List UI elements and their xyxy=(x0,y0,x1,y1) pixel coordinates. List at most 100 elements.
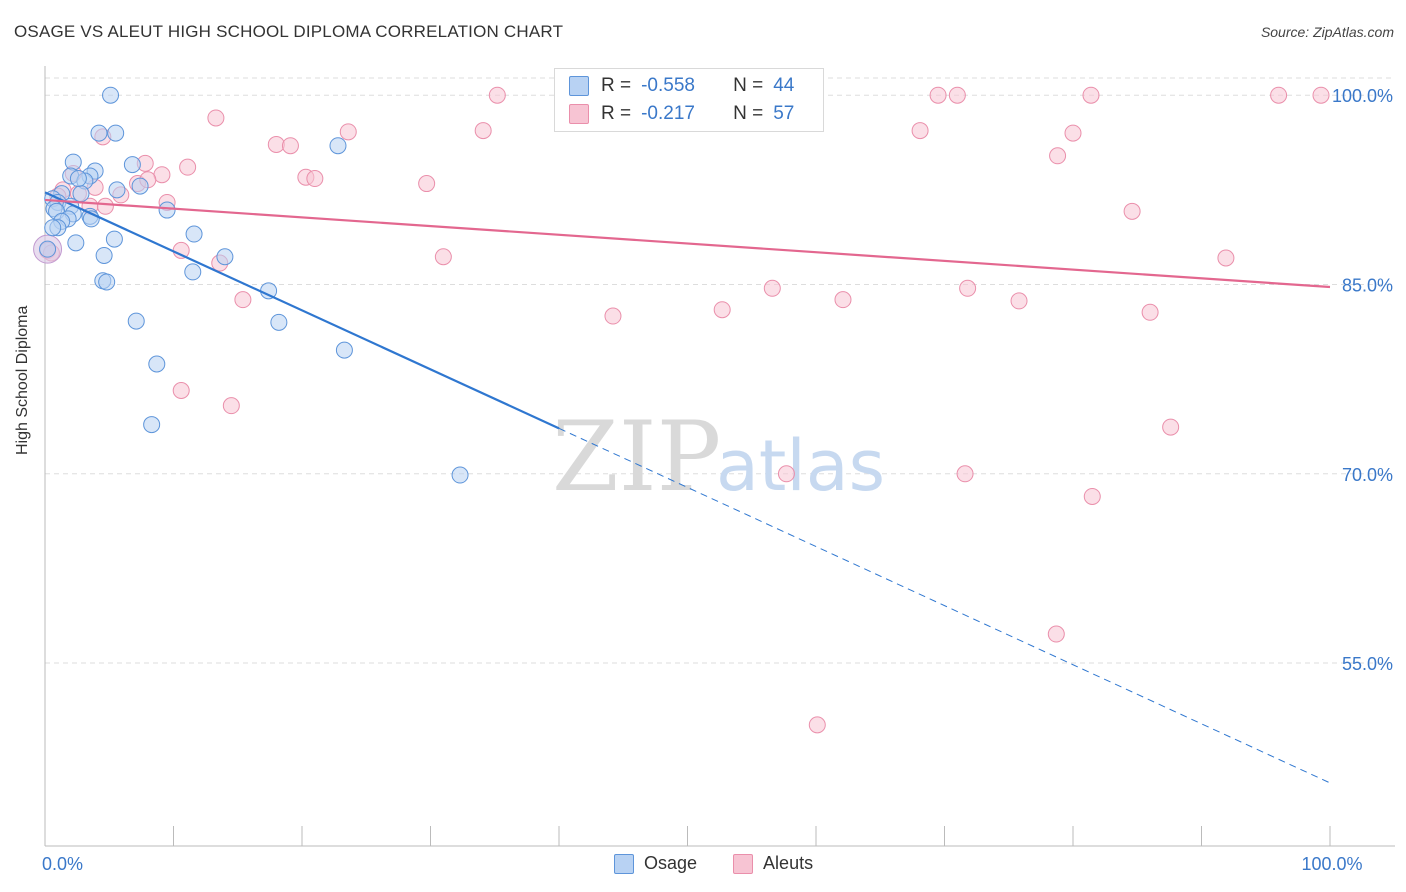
aleuts-point xyxy=(1162,418,1180,436)
source-credit: Source: ZipAtlas.com xyxy=(1260,24,1394,40)
aleuts-point xyxy=(306,170,324,188)
stats-row-osage: R = -0.558 N = 44 xyxy=(569,73,794,99)
osage-legend-label: Osage xyxy=(644,853,698,873)
aleuts-legend-label: Aleuts xyxy=(763,853,814,873)
aleuts-point xyxy=(474,122,492,140)
watermark-zip: ZIP xyxy=(552,401,721,513)
aleuts-point xyxy=(1049,147,1067,165)
aleuts-point xyxy=(763,279,781,297)
osage-point xyxy=(131,177,149,195)
aleuts-point xyxy=(777,465,795,483)
osage-point xyxy=(67,234,85,252)
osage-swatch xyxy=(569,76,589,96)
osage-trend-extension xyxy=(558,427,1331,784)
aleuts-n-value: 57 xyxy=(773,103,795,124)
aleuts-point xyxy=(1047,625,1065,643)
aleuts-point xyxy=(281,137,299,155)
aleuts-point xyxy=(1010,292,1028,310)
aleuts-point xyxy=(834,291,852,309)
osage-point xyxy=(102,86,120,104)
osage-point xyxy=(64,153,82,171)
osage-point xyxy=(329,137,347,155)
aleuts-point xyxy=(956,465,974,483)
osage-point xyxy=(69,170,87,188)
osage-point xyxy=(44,219,62,237)
stats-row-aleuts: R = -0.217 N = 57 xyxy=(569,101,794,127)
aleuts-legend-swatch xyxy=(733,853,754,874)
aleuts-point xyxy=(418,175,436,193)
osage-point xyxy=(107,124,125,142)
aleuts-point xyxy=(1083,487,1101,505)
osage-point xyxy=(95,246,113,264)
y-tick-label: 55.0% xyxy=(1342,654,1393,674)
aleuts-point xyxy=(339,123,357,141)
osage-point xyxy=(270,313,288,331)
aleuts-point xyxy=(207,109,225,127)
aleuts-point xyxy=(929,86,947,104)
series-legend: Osage Aleuts xyxy=(614,853,849,874)
aleuts-point xyxy=(911,122,929,140)
aleuts-point xyxy=(713,301,731,319)
osage-point xyxy=(185,225,203,243)
osage-point xyxy=(127,312,145,330)
osage-point xyxy=(39,240,57,258)
r-label: R = xyxy=(601,103,632,124)
osage-point xyxy=(184,263,202,281)
aleuts-point xyxy=(1270,86,1288,104)
osage-r-value: -0.558 xyxy=(641,75,695,96)
aleuts-point xyxy=(153,166,171,184)
y-tick-label: 100.0% xyxy=(1332,86,1393,106)
trend-lines xyxy=(44,191,1331,784)
osage-n-value: 44 xyxy=(773,75,795,96)
osage-point xyxy=(90,124,108,142)
aleuts-point xyxy=(179,158,197,176)
aleuts-point xyxy=(96,197,114,215)
osage-point xyxy=(105,230,123,248)
aleuts-point xyxy=(1123,202,1141,220)
y-axis-label: High School Diploma xyxy=(14,305,31,455)
tick-labels: 100.0% 85.0% 70.0% 55.0% 0.0% 100.0% xyxy=(42,86,1393,874)
osage-point xyxy=(108,181,126,199)
y-tick-label: 70.0% xyxy=(1342,465,1393,485)
aleuts-point xyxy=(1141,303,1159,321)
x-tick-label: 100.0% xyxy=(1301,854,1362,874)
osage-series xyxy=(39,86,469,484)
osage-point xyxy=(451,466,469,484)
stats-legend: R = -0.558 N = 44 R = -0.217 N = 57 xyxy=(554,68,824,132)
watermark: ZIP atlas xyxy=(552,401,885,513)
osage-legend-swatch xyxy=(614,853,634,874)
aleuts-point xyxy=(948,86,966,104)
y-tick-label: 85.0% xyxy=(1342,276,1393,296)
aleuts-point xyxy=(222,397,240,415)
x-tick-label: 0.0% xyxy=(42,854,83,874)
legend-item-osage[interactable]: Osage xyxy=(614,853,697,874)
aleuts-point xyxy=(1217,249,1235,267)
aleuts-swatch xyxy=(569,104,589,124)
osage-point xyxy=(143,416,161,434)
aleuts-point xyxy=(604,307,622,325)
aleuts-point xyxy=(1312,86,1330,104)
chart-title: OSAGE VS ALEUT HIGH SCHOOL DIPLOMA CORRE… xyxy=(14,22,564,41)
legend-item-aleuts[interactable]: Aleuts xyxy=(733,853,813,874)
aleuts-point xyxy=(1082,86,1100,104)
osage-point xyxy=(158,201,176,219)
aleuts-point xyxy=(434,248,452,266)
aleuts-point xyxy=(267,135,285,153)
aleuts-point xyxy=(488,86,506,104)
aleuts-point xyxy=(172,381,190,399)
osage-point xyxy=(123,156,141,174)
r-label: R = xyxy=(601,75,632,96)
gridlines xyxy=(45,77,1395,664)
aleuts-point xyxy=(1064,124,1082,142)
osage-point xyxy=(216,248,234,266)
aleuts-trend-line xyxy=(44,198,1331,289)
aleuts-r-value: -0.217 xyxy=(641,103,695,124)
aleuts-point xyxy=(234,291,252,309)
osage-point xyxy=(98,273,116,291)
osage-trend-line xyxy=(44,191,560,430)
osage-point xyxy=(335,341,353,359)
watermark-atlas: atlas xyxy=(716,425,885,507)
aleuts-point xyxy=(808,716,826,734)
osage-point xyxy=(148,355,166,373)
